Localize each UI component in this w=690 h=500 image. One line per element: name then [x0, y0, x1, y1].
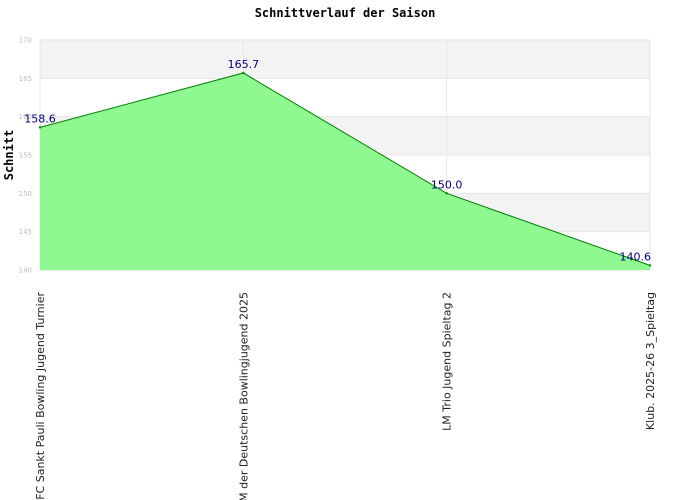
x-tick-label: LM der Deutschen Bowlingjugend 2025 [237, 292, 250, 500]
y-tick-label: 170 [19, 37, 32, 45]
chart-title: Schnittverlauf der Saison [255, 6, 436, 20]
grid-band [40, 40, 650, 79]
x-tick-label: FC Sankt Pauli Bowling Jugend Turnier [34, 292, 47, 500]
y-axis-label: Schnitt [2, 130, 16, 181]
y-tick-label: 165 [19, 75, 32, 83]
series-area [40, 72, 650, 270]
plot-area [38, 71, 652, 270]
y-tick-label: 160 [19, 113, 32, 121]
y-tick-label: 145 [19, 228, 32, 236]
x-tick-label: LM Trio Jugend Spieltag 2 [441, 292, 454, 431]
data-point [445, 192, 448, 195]
y-axis-ticks: 140 145 150 155 160 165 170 [19, 37, 32, 275]
data-label: 165.7 [228, 58, 260, 71]
data-point [648, 264, 652, 267]
data-point [242, 71, 245, 75]
data-label: 150.0 [431, 178, 463, 191]
x-tick-label: Klub. 2025-26 3_Spieltag [644, 292, 657, 430]
data-point [38, 126, 42, 129]
data-label: 158.6 [24, 112, 56, 125]
y-tick-label: 140 [19, 267, 32, 275]
series-line [39, 72, 651, 266]
y-tick-label: 150 [19, 190, 32, 198]
data-labels: 158.6 165.7 150.0 140.6 [24, 58, 651, 263]
y-tick-label: 155 [19, 152, 32, 160]
data-label: 140.6 [620, 250, 652, 263]
x-axis-ticks: FC Sankt Pauli Bowling Jugend Turnier LM … [34, 292, 657, 500]
